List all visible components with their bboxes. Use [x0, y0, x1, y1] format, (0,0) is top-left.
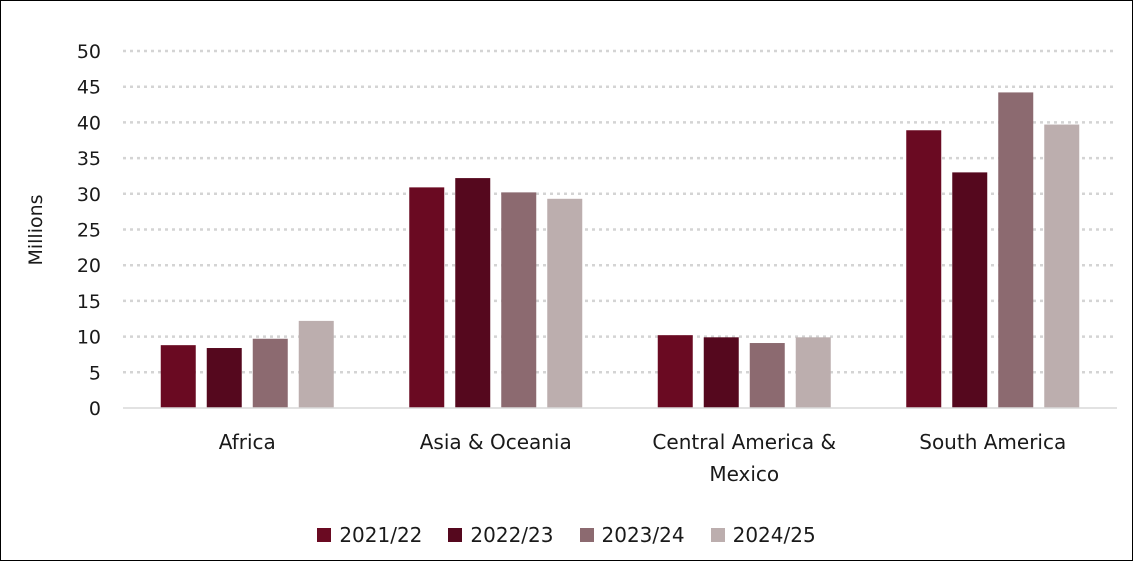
y-tick-label: 20	[77, 255, 101, 277]
legend-label: 2021/22	[339, 523, 423, 547]
y-tick-label: 30	[77, 184, 101, 206]
y-tick-label: 0	[89, 398, 101, 420]
x-axis-categories: Africa Asia & Oceania Central America & Mex…	[219, 430, 1067, 486]
legend-swatch	[710, 528, 725, 542]
category-label: Mexico	[709, 462, 779, 486]
legend-item: 2024/25	[710, 523, 816, 547]
legend-item: 2023/24	[579, 523, 685, 547]
legend-label: 2024/25	[732, 523, 816, 547]
legend-label: 2022/23	[470, 523, 554, 547]
category-label: Africa	[219, 430, 276, 454]
bar	[547, 198, 583, 408]
bar	[657, 335, 693, 408]
bar	[749, 343, 785, 408]
bar	[795, 337, 831, 408]
bar-chart: 0 5 10 15 20 25 30 35 40 45 50 Africa Asia & Oceani…	[25, 41, 1117, 486]
bar	[703, 337, 739, 408]
bar	[906, 130, 942, 408]
bar	[160, 345, 196, 408]
bar	[206, 348, 242, 408]
y-tick-label: 50	[77, 41, 101, 63]
category-label: South America	[919, 430, 1066, 454]
gridlines	[123, 49, 1117, 374]
y-tick-label: 35	[77, 148, 101, 170]
y-axis-ticks: 0 5 10 15 20 25 30 35 40 45 50	[77, 41, 101, 420]
legend-item: 2021/22	[317, 523, 422, 547]
y-axis-label: Millions	[25, 194, 47, 265]
legend: 2021/22 2022/23 2023/24 2024/25	[1, 523, 1132, 547]
legend-swatch	[448, 528, 463, 542]
bar	[409, 187, 445, 408]
bar	[298, 320, 334, 408]
bar	[952, 172, 988, 408]
bar	[455, 178, 491, 408]
bar	[501, 192, 537, 408]
legend-swatch	[317, 528, 332, 542]
y-tick-label: 45	[77, 77, 101, 99]
category-label: Central America &	[652, 430, 836, 454]
category-label: Asia & Oceania	[420, 430, 572, 454]
y-tick-label: 40	[77, 112, 101, 134]
y-tick-label: 10	[77, 327, 101, 349]
bars	[160, 92, 1080, 409]
y-tick-label: 5	[89, 362, 101, 384]
legend-item: 2022/23	[448, 523, 554, 547]
bar	[1044, 124, 1080, 409]
bar	[998, 92, 1034, 409]
bar	[252, 338, 288, 408]
legend-swatch	[579, 528, 594, 542]
y-tick-label: 25	[77, 220, 101, 242]
legend-label: 2023/24	[601, 523, 685, 547]
y-tick-label: 15	[77, 291, 101, 313]
